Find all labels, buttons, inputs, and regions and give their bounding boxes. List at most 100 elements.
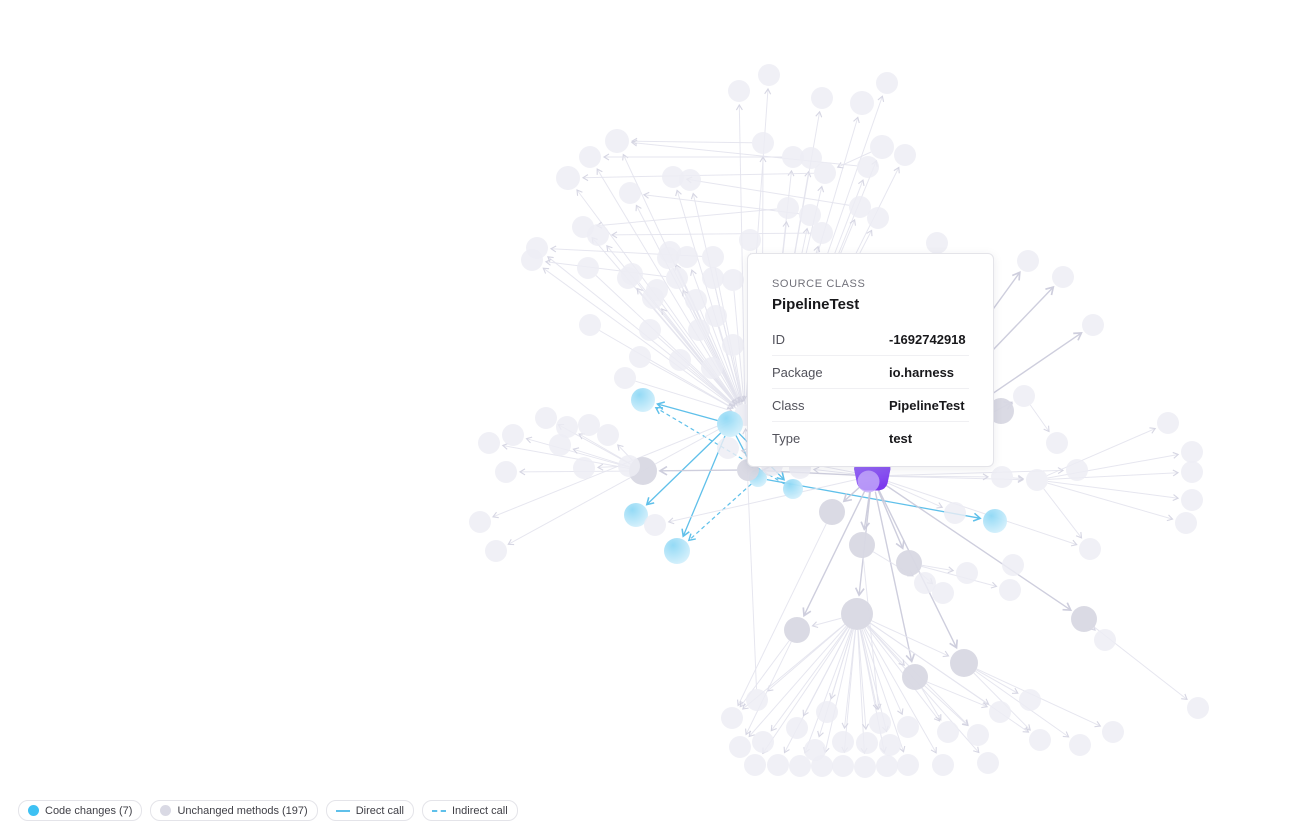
unchanged-method-node[interactable] — [1181, 489, 1203, 511]
unchanged-method-node[interactable] — [816, 701, 838, 723]
unchanged-method-node[interactable] — [666, 267, 688, 289]
unchanged-method-node[interactable] — [926, 232, 948, 254]
unchanged-method-node[interactable] — [1002, 554, 1024, 576]
unchanged-method-node[interactable] — [578, 414, 600, 436]
unchanged-method-node[interactable] — [579, 146, 601, 168]
unchanged-method-node[interactable] — [897, 716, 919, 738]
unchanged-method-node[interactable] — [549, 434, 571, 456]
unchanged-method-node[interactable] — [1069, 734, 1091, 756]
unchanged-method-node[interactable] — [937, 721, 959, 743]
unchanged-method-node[interactable] — [579, 314, 601, 336]
unchanged-method-node[interactable] — [782, 146, 804, 168]
unchanged-method-node[interactable] — [1187, 697, 1209, 719]
unchanged-method-node[interactable] — [705, 305, 727, 327]
changed-method-node[interactable] — [783, 479, 803, 499]
unchanged-method-node[interactable] — [1102, 721, 1124, 743]
unchanged-method-node[interactable] — [897, 754, 919, 776]
unchanged-method-node[interactable] — [799, 204, 821, 226]
changed-method-node[interactable] — [624, 503, 648, 527]
unchanged-method-node[interactable] — [676, 246, 698, 268]
unchanged-method-node[interactable] — [914, 572, 936, 594]
unchanged-method-node[interactable] — [857, 156, 879, 178]
unchanged-method-node[interactable] — [521, 249, 543, 271]
unchanged-method-node[interactable] — [1181, 461, 1203, 483]
unchanged-method-node[interactable] — [1013, 385, 1035, 407]
unchanged-method-node[interactable] — [991, 466, 1013, 488]
unchanged-method-node[interactable] — [841, 598, 873, 630]
unchanged-method-node[interactable] — [717, 437, 739, 459]
unchanged-method-node[interactable] — [1046, 432, 1068, 454]
unchanged-method-node[interactable] — [752, 132, 774, 154]
unchanged-method-node[interactable] — [832, 755, 854, 777]
unchanged-method-node[interactable] — [819, 499, 845, 525]
changed-method-node[interactable] — [664, 538, 690, 564]
unchanged-method-node[interactable] — [573, 457, 595, 479]
unchanged-method-node[interactable] — [1082, 314, 1104, 336]
unchanged-method-node[interactable] — [679, 169, 701, 191]
unchanged-method-node[interactable] — [932, 754, 954, 776]
unchanged-method-node[interactable] — [849, 196, 871, 218]
unchanged-method-node[interactable] — [1066, 459, 1088, 481]
unchanged-method-node[interactable] — [879, 734, 901, 756]
unchanged-method-node[interactable] — [728, 80, 750, 102]
unchanged-method-node[interactable] — [688, 319, 710, 341]
unchanged-method-node[interactable] — [722, 269, 744, 291]
unchanged-method-node[interactable] — [784, 617, 810, 643]
unchanged-method-node[interactable] — [1017, 250, 1039, 272]
legend-item-indirect-call[interactable]: Indirect call — [422, 800, 518, 821]
unchanged-method-node[interactable] — [876, 755, 898, 777]
unchanged-method-node[interactable] — [619, 182, 641, 204]
unchanged-method-node[interactable] — [999, 579, 1021, 601]
unchanged-method-node[interactable] — [1029, 729, 1051, 751]
unchanged-method-node[interactable] — [989, 701, 1011, 723]
unchanged-method-node[interactable] — [1181, 441, 1203, 463]
changed-method-node[interactable] — [631, 388, 655, 412]
unchanged-method-node[interactable] — [1026, 469, 1048, 491]
unchanged-method-node[interactable] — [870, 135, 894, 159]
unchanged-method-node[interactable] — [502, 424, 524, 446]
unchanged-method-node[interactable] — [988, 398, 1014, 424]
unchanged-method-node[interactable] — [977, 752, 999, 774]
legend-item-code-changes[interactable]: Code changes (7) — [18, 800, 143, 821]
unchanged-method-node[interactable] — [721, 707, 743, 729]
unchanged-method-node[interactable] — [685, 289, 707, 311]
unchanged-method-node[interactable] — [597, 424, 619, 446]
unchanged-method-node[interactable] — [804, 739, 826, 761]
unchanged-method-node[interactable] — [849, 532, 875, 558]
unchanged-method-node[interactable] — [944, 502, 966, 524]
unchanged-method-node[interactable] — [811, 87, 833, 109]
unchanged-method-node[interactable] — [876, 72, 898, 94]
unchanged-method-node[interactable] — [469, 511, 491, 533]
unchanged-method-node[interactable] — [605, 129, 629, 153]
unchanged-method-node[interactable] — [800, 147, 822, 169]
unchanged-method-node[interactable] — [1071, 606, 1097, 632]
unchanged-method-node[interactable] — [767, 754, 789, 776]
unchanged-method-node[interactable] — [556, 416, 578, 438]
unchanged-method-node[interactable] — [856, 732, 878, 754]
unchanged-method-node[interactable] — [956, 562, 978, 584]
unchanged-method-node[interactable] — [854, 756, 876, 778]
unchanged-method-node[interactable] — [869, 712, 891, 734]
unchanged-method-node[interactable] — [1175, 512, 1197, 534]
unchanged-method-node[interactable] — [495, 461, 517, 483]
changed-method-node[interactable] — [983, 509, 1007, 533]
legend-item-direct-call[interactable]: Direct call — [325, 800, 414, 821]
unchanged-method-node[interactable] — [485, 540, 507, 562]
unchanged-method-node[interactable] — [896, 550, 922, 576]
unchanged-method-node[interactable] — [587, 224, 609, 246]
unchanged-method-node[interactable] — [722, 334, 744, 356]
unchanged-method-node[interactable] — [629, 346, 651, 368]
unchanged-method-node[interactable] — [832, 731, 854, 753]
unchanged-method-node[interactable] — [789, 755, 811, 777]
unchanged-method-node[interactable] — [621, 263, 643, 285]
unchanged-method-node[interactable] — [814, 162, 836, 184]
unchanged-method-node[interactable] — [777, 197, 799, 219]
unchanged-method-node[interactable] — [556, 166, 580, 190]
unchanged-method-node[interactable] — [894, 144, 916, 166]
unchanged-method-node[interactable] — [786, 717, 808, 739]
unchanged-method-node[interactable] — [902, 664, 928, 690]
unchanged-method-node[interactable] — [702, 246, 724, 268]
unchanged-method-node[interactable] — [744, 754, 766, 776]
unchanged-method-node[interactable] — [644, 514, 666, 536]
unchanged-method-node[interactable] — [1094, 629, 1116, 651]
